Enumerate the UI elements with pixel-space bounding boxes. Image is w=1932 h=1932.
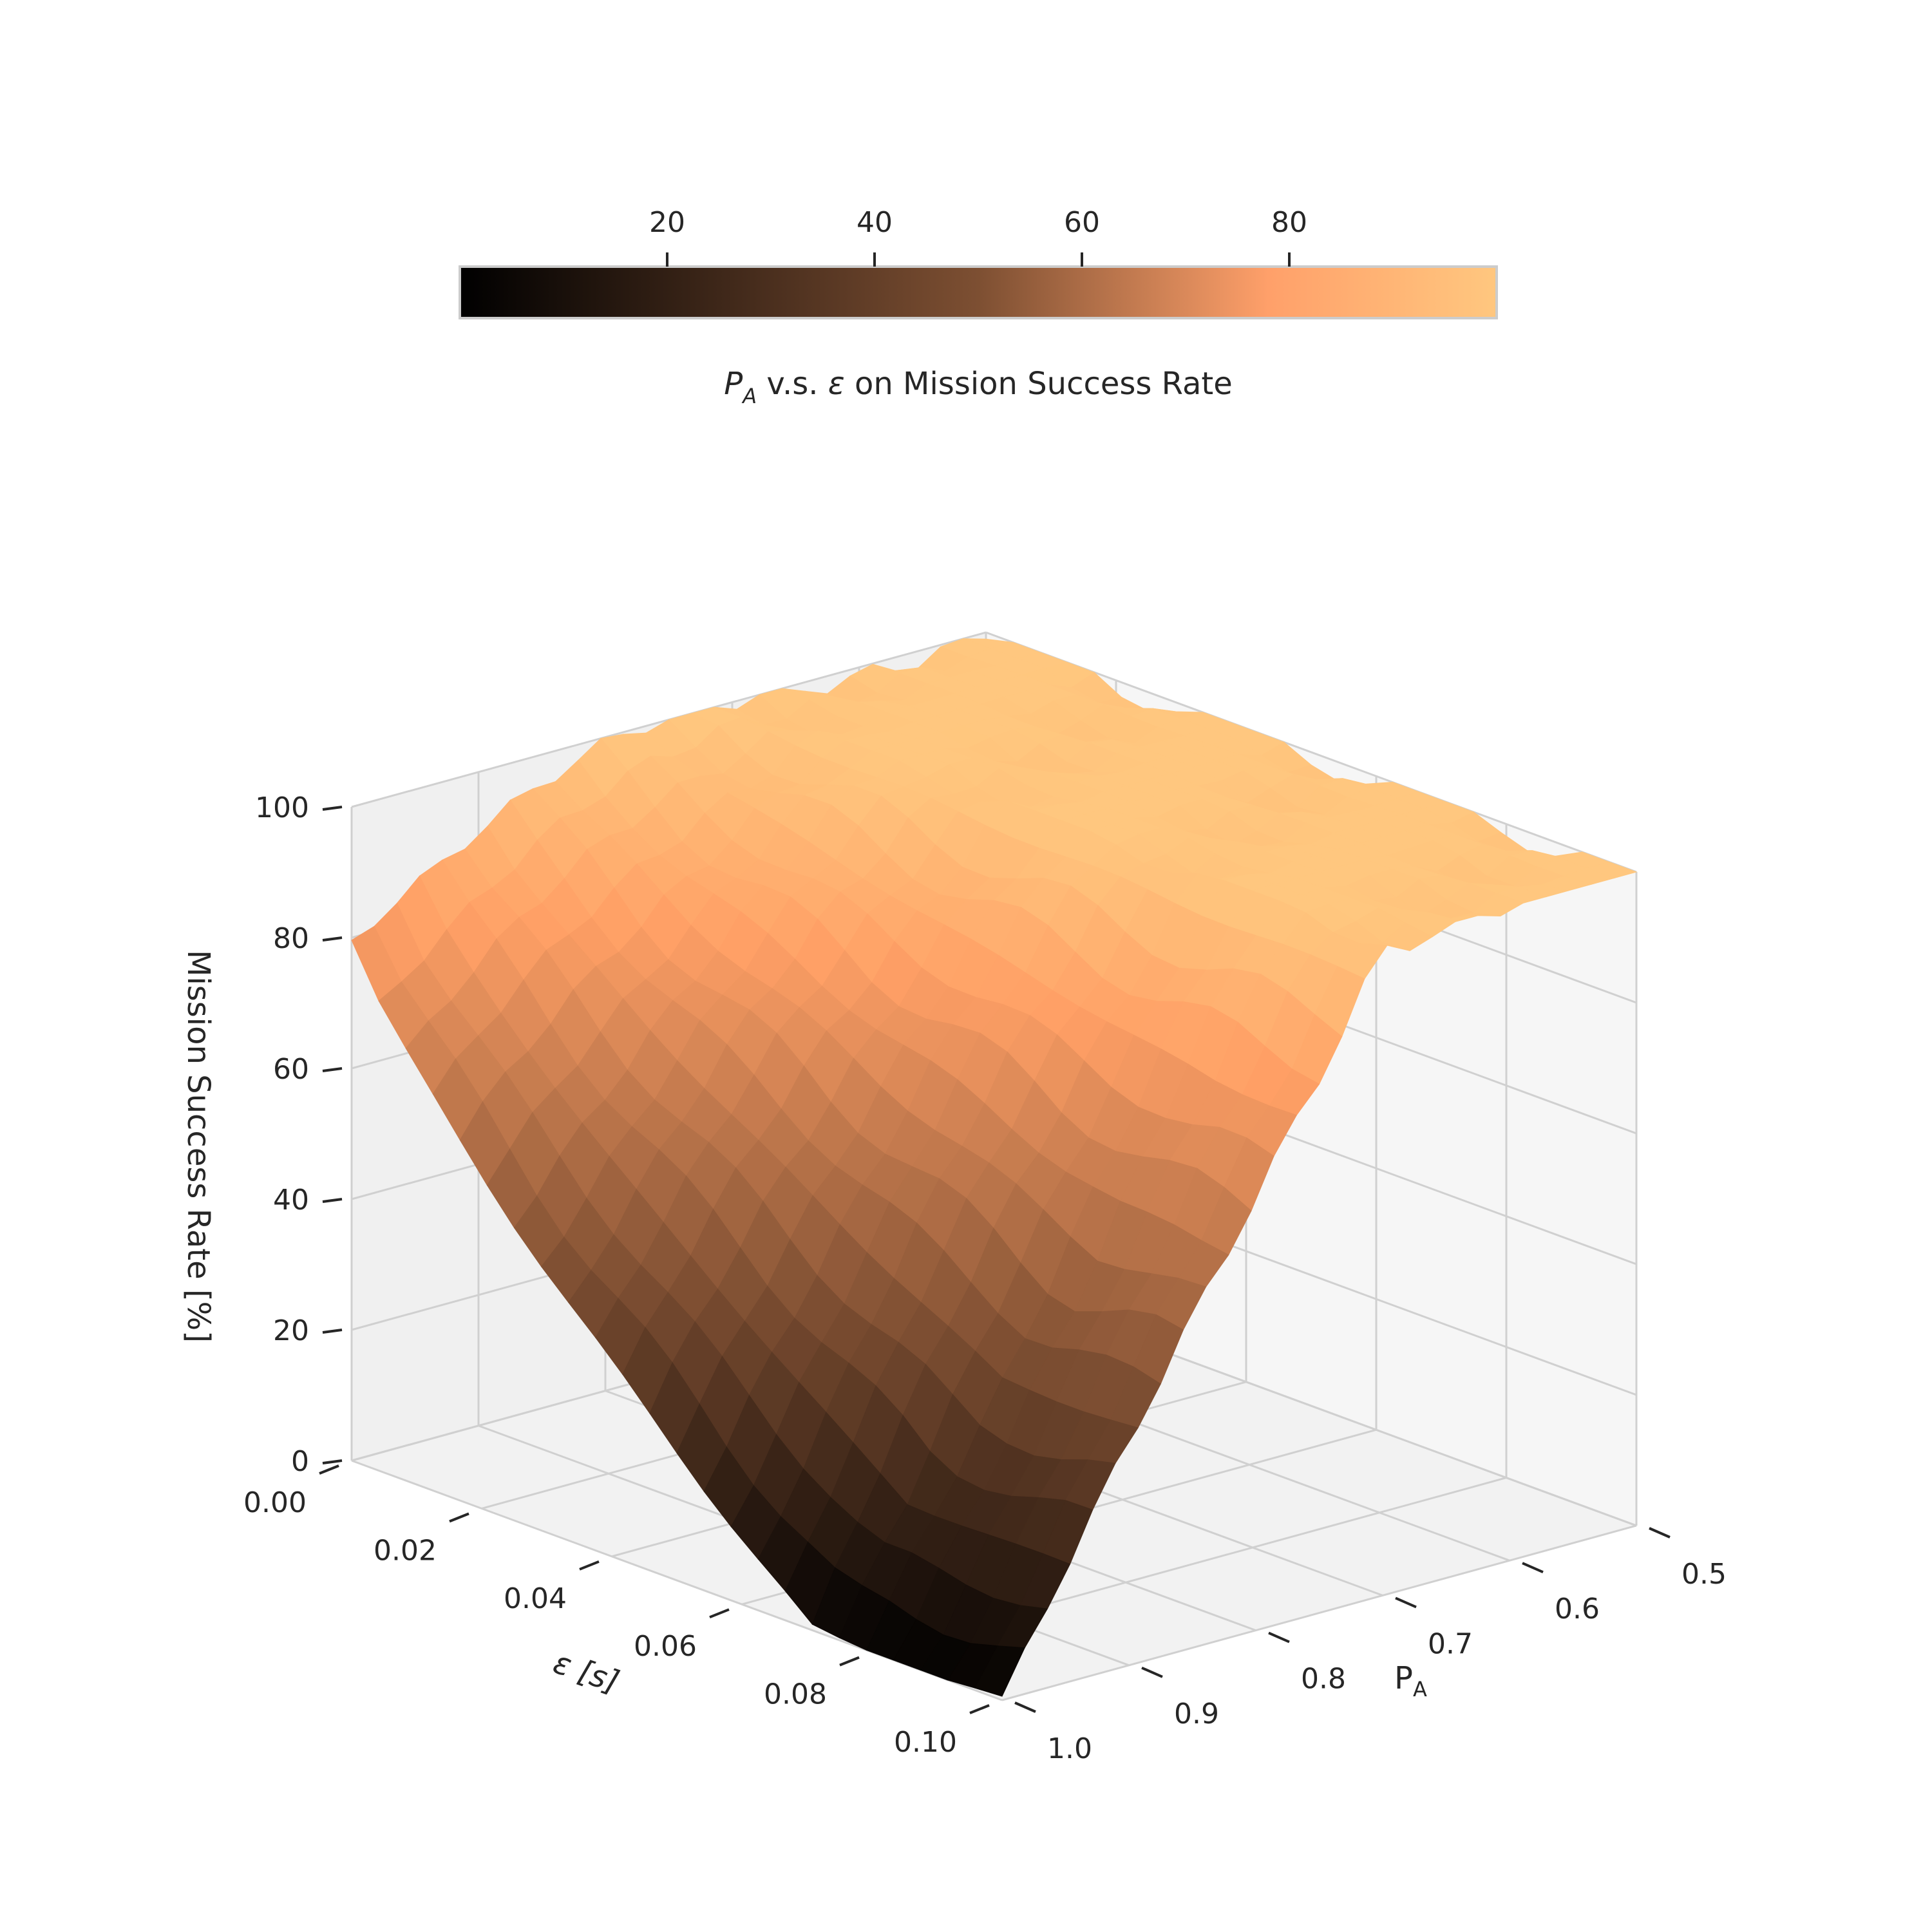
z-tick-label: 20	[273, 1314, 309, 1347]
y-tick-mark	[1649, 1527, 1671, 1539]
x-tick-label: 0.10	[894, 1726, 957, 1759]
y-tick-label: 0.5	[1681, 1558, 1727, 1591]
y-tick-label: 0.6	[1555, 1593, 1600, 1625]
x-tick-mark	[709, 1608, 730, 1619]
z-tick-mark	[322, 1067, 343, 1072]
colorbar-gradient	[459, 265, 1498, 319]
colorbar-tick-label: 80	[1271, 206, 1307, 239]
colorbar-ticks: 20 40 60 80	[649, 206, 1307, 267]
x-tick-label: 0.06	[634, 1630, 697, 1663]
x-tick-label: 0.04	[504, 1582, 567, 1615]
x-tick-label: 0.08	[764, 1678, 827, 1711]
x-tick-mark	[449, 1512, 469, 1523]
x-tick-mark	[969, 1704, 990, 1714]
x-axis-label: ε [s]	[549, 1645, 623, 1701]
surface-patch	[974, 1645, 1025, 1697]
z-tick-mark	[322, 1459, 343, 1464]
z-tick-label: 100	[255, 791, 309, 824]
y-tick-label: 0.9	[1174, 1698, 1219, 1730]
colorbar-tick-label: 60	[1064, 206, 1100, 239]
y-tick-mark	[1395, 1596, 1417, 1609]
y-tick-mark	[1268, 1631, 1290, 1643]
y-tick-mark	[1522, 1562, 1544, 1574]
x-tick-mark	[319, 1464, 339, 1475]
colorbar: 20 40 60 80 PA v.s. ε on Mission Success Ra…	[459, 206, 1498, 408]
axis-ticks: 0 20 40 60 80 100 0.00 0.02 0.04 0.06 0.08 0.10 0.5 0…	[243, 791, 1727, 1765]
z-tick-mark	[322, 936, 343, 942]
x-tick-label: 0.00	[243, 1486, 307, 1519]
colorbar-title: PA v.s. ε on Mission Success Rate	[724, 366, 1233, 408]
y-tick-label: 0.8	[1301, 1663, 1346, 1696]
x-tick-mark	[839, 1656, 860, 1667]
y-tick-label: 0.7	[1428, 1627, 1473, 1660]
y-tick-mark	[1014, 1701, 1036, 1713]
gridline-x	[1001, 1524, 1637, 1701]
surface-plot	[351, 638, 1638, 1697]
y-tick-label: 1.0	[1047, 1732, 1092, 1765]
colorbar-tick-label: 40	[857, 206, 893, 239]
z-tick-label: 40	[273, 1184, 309, 1217]
x-tick-mark	[579, 1560, 600, 1571]
z-tick-mark	[322, 1198, 343, 1203]
y-tick-mark	[1141, 1666, 1163, 1678]
z-tick-mark	[322, 806, 343, 811]
z-axis-label: Mission Success Rate [%]	[180, 950, 216, 1343]
z-tick-mark	[322, 1329, 343, 1334]
z-tick-label: 60	[273, 1053, 309, 1086]
x-tick-label: 0.02	[374, 1534, 437, 1567]
z-tick-label: 0	[291, 1445, 309, 1478]
z-tick-label: 80	[273, 922, 309, 955]
y-axis-label: PA	[1394, 1660, 1427, 1701]
colorbar-tick-label: 20	[649, 206, 685, 239]
